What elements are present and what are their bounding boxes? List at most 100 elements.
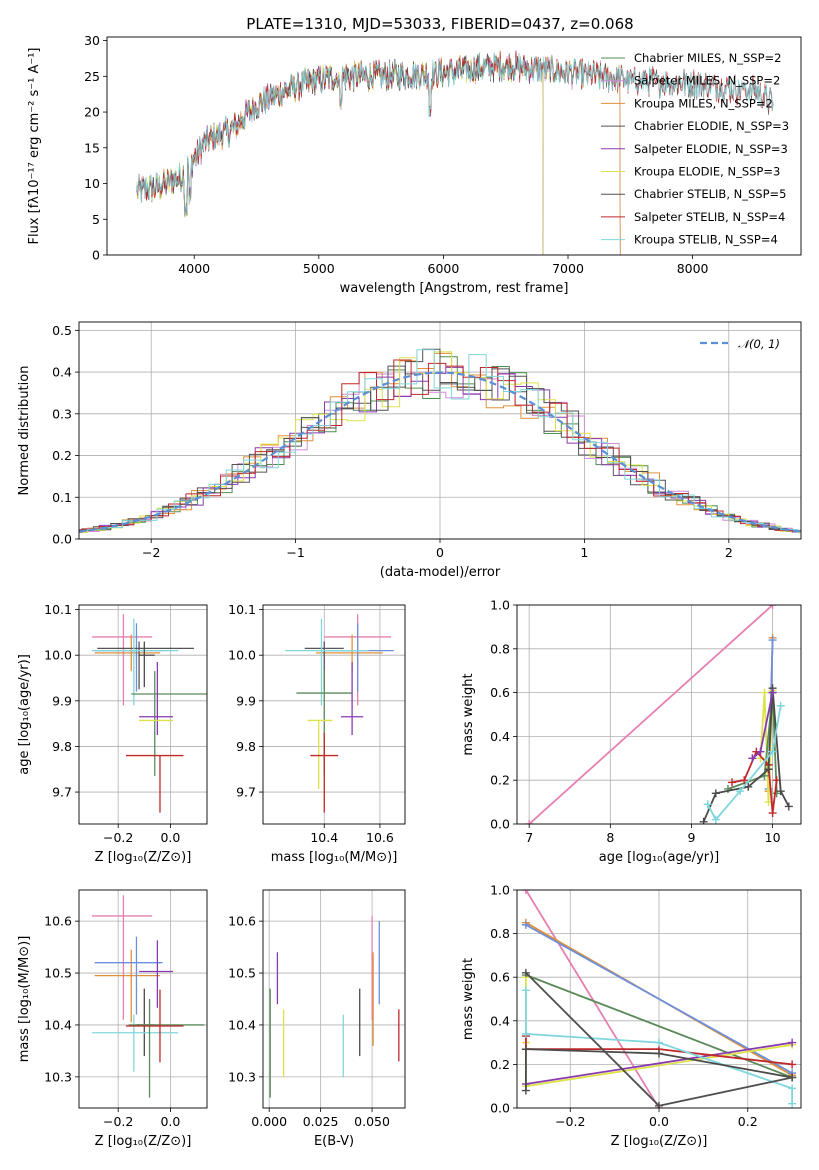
weight-lines <box>521 890 797 1108</box>
spectrum-series-line <box>136 52 621 255</box>
weight-series-line <box>525 974 793 1079</box>
x-axis-label: age [log₁₀(age/yr)] <box>599 850 720 865</box>
x-tick-label: 0.0 <box>160 830 180 845</box>
y-tick-label: 9.9 <box>236 693 256 708</box>
weight-point <box>655 1049 663 1058</box>
y-tick-label: 0.8 <box>490 641 510 656</box>
axes-frame <box>78 321 802 540</box>
x-tick-label: −0.2 <box>103 1114 133 1129</box>
y-tick-label: 0.6 <box>490 685 510 700</box>
histogram-series <box>79 352 801 533</box>
x-tick-label: 0.0 <box>649 1114 669 1129</box>
weight-series-line <box>525 1041 793 1085</box>
legend-label: 𝒩(0, 1) <box>738 337 780 351</box>
x-tick-label: 0.025 <box>303 1114 339 1129</box>
weight-point <box>728 778 737 787</box>
y-tick-label: 10 <box>84 176 100 191</box>
errorbars <box>285 614 394 813</box>
x-tick-label: 2 <box>725 545 733 560</box>
legend-label: Salpeter ELODIE, N_SSP=3 <box>634 142 788 156</box>
weight-point <box>655 1101 663 1108</box>
y-tick-label: 10.0 <box>228 648 256 663</box>
histogram-series <box>79 349 801 532</box>
x-tick-label: −0.2 <box>103 830 133 845</box>
y-tick-label: 10.0 <box>44 648 72 663</box>
y-axis-label: mass [log₁₀(M/M⊙)] <box>17 936 32 1063</box>
normal-curve <box>79 371 801 533</box>
y-axis-label: mass weight <box>461 958 476 1040</box>
spectrum-series-line <box>136 53 621 255</box>
axes-Z-age: −0.2 0.0 9.7 9.8 9.9 10.0 10.1 Z [log₁₀(Z/Z⊙)] a… <box>17 602 207 865</box>
axes-mass-age: 10.4 10.6 9.7 9.8 9.9 10.0 10.1 mass [log₁₀(M/M… <box>228 602 405 865</box>
y-tick-label: 0.2 <box>490 1057 510 1072</box>
y-tick-label: 9.7 <box>52 785 72 800</box>
weight-point <box>711 789 720 798</box>
y-tick-label: 0.6 <box>490 970 510 985</box>
y-tick-label: 0.0 <box>490 1101 510 1116</box>
errorbars <box>269 915 400 1098</box>
y-tick-label: 0.3 <box>52 406 72 421</box>
weight-series-line <box>528 605 774 824</box>
weight-point <box>788 1084 797 1093</box>
axes-age-weight: 7 8 9 10 0.0 0.2 0.4 0.6 0.8 1.0 age [log₁₀(age/yr… <box>461 598 801 865</box>
x-tick-label: 8000 <box>677 261 709 276</box>
figure-title: PLATE=1310, MJD=53033, FIBERID=0437, z=0… <box>246 15 633 33</box>
x-tick-label: 0 <box>436 545 444 560</box>
weight-point <box>521 1045 530 1054</box>
weight-point <box>521 986 530 995</box>
weight-point <box>768 636 777 645</box>
x-axis-label: mass [log₁₀(M/M⊙)] <box>271 850 398 865</box>
y-tick-label: 15 <box>84 140 100 155</box>
weight-point <box>764 765 773 774</box>
weight-lines <box>525 605 793 824</box>
weight-point <box>736 787 745 796</box>
y-tick-label: 9.8 <box>236 739 256 754</box>
errorbars <box>92 614 207 813</box>
y-tick-label: 10.4 <box>44 1017 72 1032</box>
legend-label: Chabrier STELIB, N_SSP=5 <box>634 187 786 201</box>
y-axis-label: Normed distribution <box>17 366 32 496</box>
axes-frame <box>516 604 802 825</box>
y-tick-label: 0.0 <box>52 532 72 547</box>
y-tick-label: 10.6 <box>228 914 256 929</box>
weight-point <box>703 800 712 809</box>
y-tick-label: 0.1 <box>52 490 72 505</box>
weight-series-line <box>525 1036 793 1066</box>
weight-point <box>788 1060 797 1069</box>
weight-point <box>521 890 530 894</box>
y-tick-label: 0.5 <box>52 323 72 338</box>
weight-point <box>521 1029 530 1038</box>
y-tick-label: 0.2 <box>490 773 510 788</box>
axes-frame <box>516 889 802 1109</box>
y-axis-label: Flux [fλ10⁻¹⁷ erg cm⁻² s⁻¹ A⁻¹] <box>27 48 42 245</box>
y-tick-label: 5 <box>92 212 100 227</box>
weight-point <box>768 747 777 756</box>
legend-label: Chabrier ELODIE, N_SSP=3 <box>634 119 789 133</box>
axes-EBV-mass: 0.000 0.025 0.050 10.3 10.4 10.5 10.6 E(B-V) <box>228 890 405 1149</box>
weight-series-line <box>525 1048 793 1091</box>
y-tick-label: 10.4 <box>228 1017 256 1032</box>
weight-point <box>784 802 793 811</box>
x-axis-label: wavelength [Angstrom, rest frame] <box>340 281 569 296</box>
legend-label: Kroupa MILES, N_SSP=2 <box>634 96 773 110</box>
y-axis-label: age [log₁₀(age/yr)] <box>17 654 32 775</box>
legend-label: Salpeter STELIB, N_SSP=4 <box>634 210 785 224</box>
y-tick-label: 0.2 <box>52 448 72 463</box>
x-tick-label: 10 <box>765 830 781 845</box>
x-tick-label: 7 <box>525 830 533 845</box>
y-tick-label: 0.8 <box>490 926 510 941</box>
y-tick-label: 1.0 <box>490 883 510 898</box>
x-axis-label: Z [log₁₀(Z/Z⊙)] <box>611 1134 708 1149</box>
axes-frame <box>262 604 406 825</box>
histogram-series <box>79 365 801 532</box>
y-axis-label: mass weight <box>461 673 476 755</box>
histogram-series <box>79 351 801 534</box>
x-tick-label: −2 <box>142 545 160 560</box>
axes-frame <box>262 889 406 1109</box>
x-tick-label: −0.2 <box>555 1114 585 1129</box>
weight-point <box>699 817 708 824</box>
legend-label: Salpeter MILES, N_SSP=2 <box>634 74 780 88</box>
x-tick-label: −1 <box>286 545 304 560</box>
weight-series-line <box>525 924 793 1074</box>
y-tick-label: 9.7 <box>236 785 256 800</box>
